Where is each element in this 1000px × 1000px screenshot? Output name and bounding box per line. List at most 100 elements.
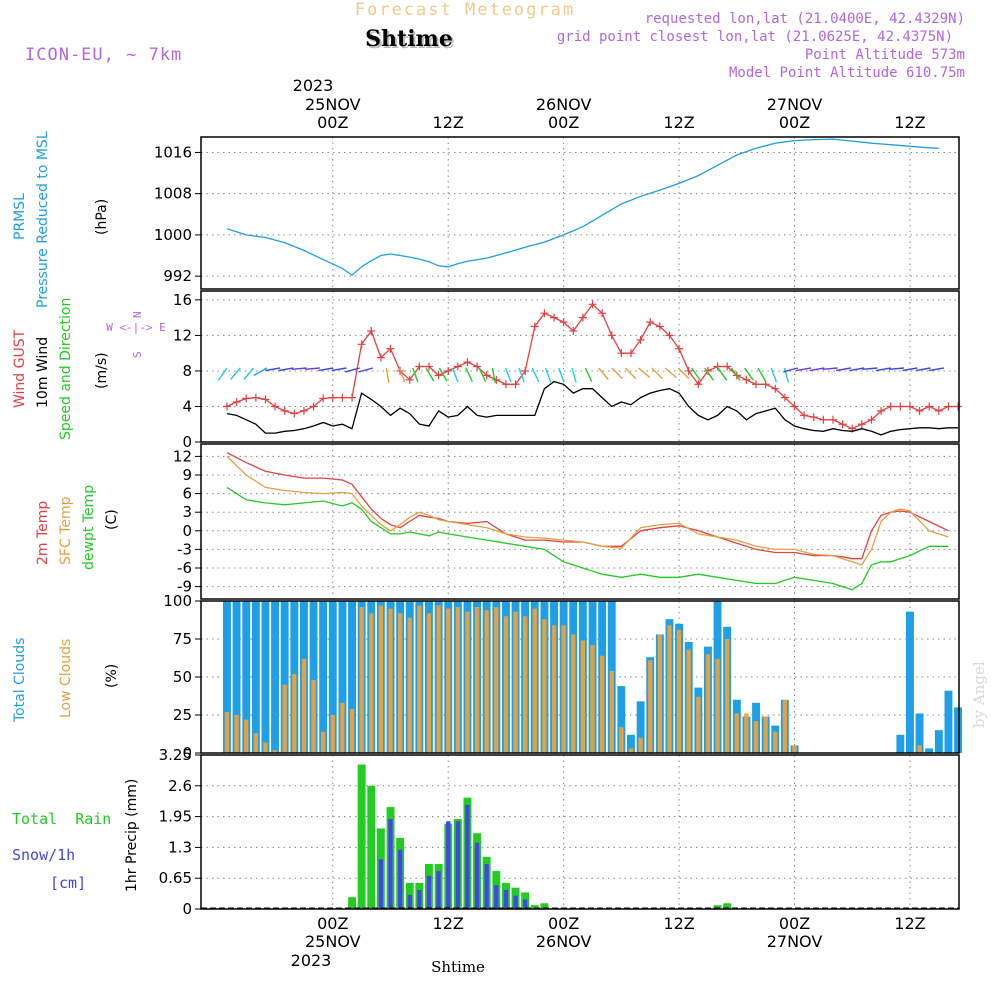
- bar: [261, 601, 270, 753]
- wind-arrow: [304, 367, 320, 370]
- gust-marker: [617, 349, 626, 358]
- bar: [357, 764, 366, 909]
- bar: [271, 601, 279, 753]
- bar: [244, 719, 249, 753]
- gust-marker: [675, 344, 684, 353]
- top-axis-year: 2023: [293, 76, 334, 95]
- bar: [609, 670, 614, 753]
- bar: [280, 601, 289, 753]
- wind-arrow: [704, 367, 715, 381]
- gust-marker: [222, 402, 231, 411]
- bottom-date-label: 27NOV: [767, 932, 823, 951]
- gust-marker: [434, 371, 443, 380]
- bar: [773, 731, 778, 753]
- gust-marker: [886, 402, 895, 411]
- gust-marker: [838, 420, 847, 429]
- series-line: [226, 138, 939, 276]
- gust-marker: [809, 413, 818, 422]
- bar: [446, 608, 451, 753]
- gust-marker: [665, 331, 674, 340]
- top-date-label: 26NOV: [536, 95, 592, 114]
- wind-arrow: [217, 367, 228, 381]
- bar: [494, 885, 499, 909]
- dewpt-label: dewpt Temp: [81, 485, 97, 570]
- bar: [232, 601, 241, 753]
- bar: [896, 734, 905, 753]
- gust-marker: [319, 394, 328, 403]
- y-tick-label: 12: [173, 326, 192, 344]
- wind-arrow: [611, 367, 623, 380]
- bar: [330, 715, 335, 753]
- y-tick-label: 8: [182, 362, 192, 380]
- watermark: by Angel: [970, 661, 988, 728]
- gust-marker: [569, 326, 578, 335]
- bar: [571, 634, 576, 753]
- bar: [513, 895, 518, 909]
- bar: [551, 625, 557, 753]
- series-line: [226, 303, 958, 430]
- bar: [523, 899, 528, 909]
- wind-arrow: [783, 367, 790, 383]
- gust-marker: [905, 402, 914, 411]
- y-tick-label: 3.25: [159, 746, 192, 764]
- wind-arrow: [243, 367, 255, 380]
- gust-marker: [415, 362, 424, 371]
- bar: [619, 727, 624, 753]
- bottom-tick-label: 12Z: [894, 914, 925, 933]
- bar: [954, 707, 962, 753]
- gust-marker: [655, 322, 664, 331]
- wind-arrow: [651, 367, 663, 380]
- bar: [744, 713, 749, 753]
- wind-arrow: [677, 367, 690, 380]
- bar: [417, 605, 422, 753]
- gust-marker: [944, 402, 953, 411]
- wind-arrow: [862, 367, 878, 370]
- gust-marker: [588, 300, 597, 309]
- y-tick-label: 0: [182, 522, 192, 540]
- gust-marker: [877, 406, 886, 415]
- gust-marker: [271, 402, 280, 411]
- wind-arrow: [783, 367, 798, 373]
- t2m-label: 2m Temp: [35, 501, 51, 565]
- bar: [542, 619, 547, 753]
- gust-marker: [771, 384, 780, 393]
- y-tick-label: 992: [163, 267, 192, 285]
- gust-marker: [578, 313, 587, 322]
- bar: [321, 731, 326, 753]
- panel-frame: [200, 754, 960, 910]
- gridpoint-lonlat: grid point closest lon,lat (21.0625E, 42…: [557, 29, 953, 45]
- bottom-date-label: 25NOV: [305, 932, 361, 951]
- location-name-shadow: Shtime: [367, 28, 455, 54]
- prmsl-label: PRMSL: [12, 193, 28, 240]
- top-tick-label: 12Z: [433, 113, 464, 132]
- bottom-location: Shtime: [431, 958, 485, 976]
- y-tick-label: 2.6: [168, 777, 192, 795]
- gust-marker: [463, 358, 472, 367]
- y-tick-label: 1000: [154, 226, 192, 244]
- wind-arrow: [915, 367, 931, 372]
- bar: [763, 716, 768, 753]
- wind-arrow: [664, 367, 677, 379]
- wind-arrow: [425, 367, 435, 382]
- y-tick-label: 16: [173, 291, 192, 309]
- gust-marker: [242, 394, 251, 403]
- gust-marker: [896, 402, 905, 411]
- bar: [309, 601, 318, 753]
- gust-marker: [915, 406, 924, 415]
- gust-marker: [626, 349, 635, 358]
- gust-label: Wind GUST: [12, 329, 28, 408]
- gust-marker: [386, 344, 395, 353]
- model-label: ICON-EU, ~ 7km: [25, 45, 182, 65]
- wind-arrow: [398, 367, 406, 383]
- wind-arrow: [598, 367, 609, 380]
- bar: [561, 625, 566, 753]
- bar: [328, 601, 337, 753]
- bar: [349, 708, 355, 753]
- bar: [359, 607, 364, 753]
- point-altitude: Point Altitude 573m: [805, 47, 965, 63]
- bar: [580, 640, 585, 753]
- gust-marker: [492, 375, 501, 384]
- wind-arrow: [412, 367, 419, 383]
- gust-marker: [473, 362, 482, 371]
